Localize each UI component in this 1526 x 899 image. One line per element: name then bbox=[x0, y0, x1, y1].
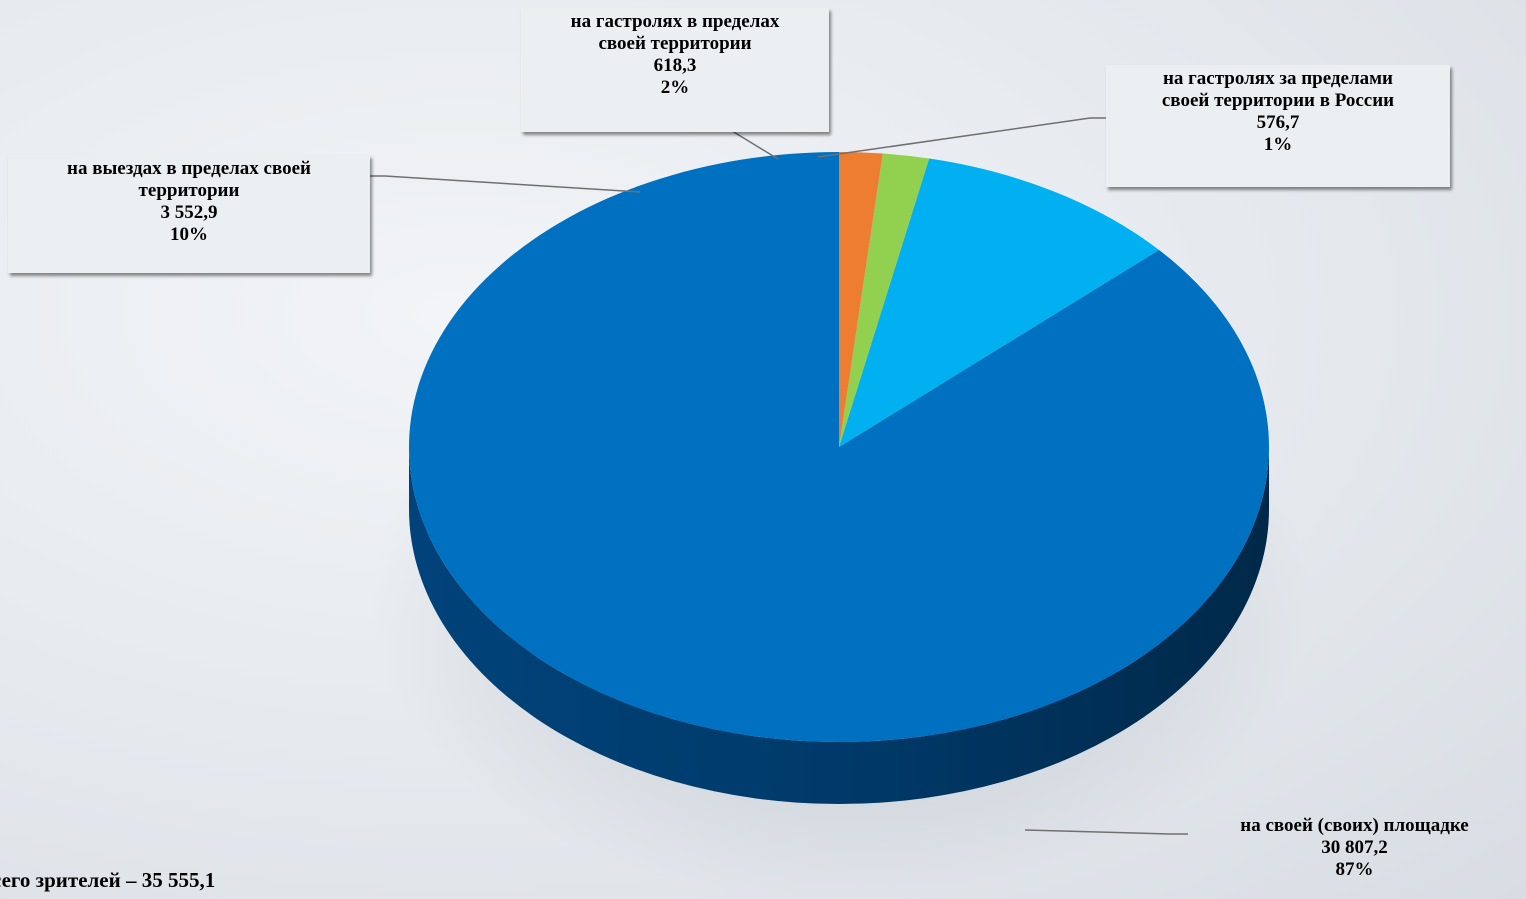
pie-slice-visits-own-territory bbox=[839, 158, 1159, 447]
pie-sides bbox=[409, 447, 1269, 804]
data-label-text: территории bbox=[138, 180, 240, 201]
data-label-text: на своей (своих) площадке bbox=[1240, 815, 1469, 836]
data-label-text: своей территории в России bbox=[1161, 90, 1395, 111]
pie-slice-touring-own-territory bbox=[839, 153, 930, 447]
data-label-percent: 10% bbox=[170, 224, 208, 245]
pie-side-own-venue bbox=[409, 447, 1269, 804]
total-viewers-note: сего зрителей – 35 555,1 bbox=[0, 868, 216, 892]
pie-slice-touring-outside-territory bbox=[839, 152, 883, 447]
data-label-value: 30 807,2 bbox=[1321, 837, 1388, 858]
data-label-touring-outside-territory: на гастролях за пределами своей территор… bbox=[1106, 65, 1450, 187]
data-label-percent: 87% bbox=[1335, 859, 1374, 880]
pie-slices bbox=[409, 152, 1269, 742]
data-label-value: 3 552,9 bbox=[160, 202, 218, 223]
data-label-visits-own-territory: на выездах в пределах своей территории 3… bbox=[8, 155, 370, 273]
data-label-touring-own-territory: на гастролях в пределах своей территории… bbox=[521, 8, 829, 132]
data-label-text: на гастролях в пределах bbox=[570, 11, 780, 32]
data-label-text: на гастролях за пределами bbox=[1162, 68, 1393, 89]
data-label-value: 618,3 bbox=[653, 55, 697, 76]
data-label-percent: 1% bbox=[1263, 134, 1293, 155]
leader-line-right bbox=[817, 117, 1106, 158]
leader-line-left bbox=[370, 175, 641, 193]
data-label-own-venue: на своей (своих) площадке 30 807,2 87% bbox=[1183, 812, 1526, 899]
data-label-percent: 2% bbox=[660, 77, 690, 98]
leader-line-bottom bbox=[1024, 829, 1188, 835]
data-label-value: 576,7 bbox=[1256, 112, 1300, 133]
data-label-text: своей территории bbox=[598, 33, 752, 54]
data-label-text: на выездах в пределах своей bbox=[67, 158, 311, 179]
